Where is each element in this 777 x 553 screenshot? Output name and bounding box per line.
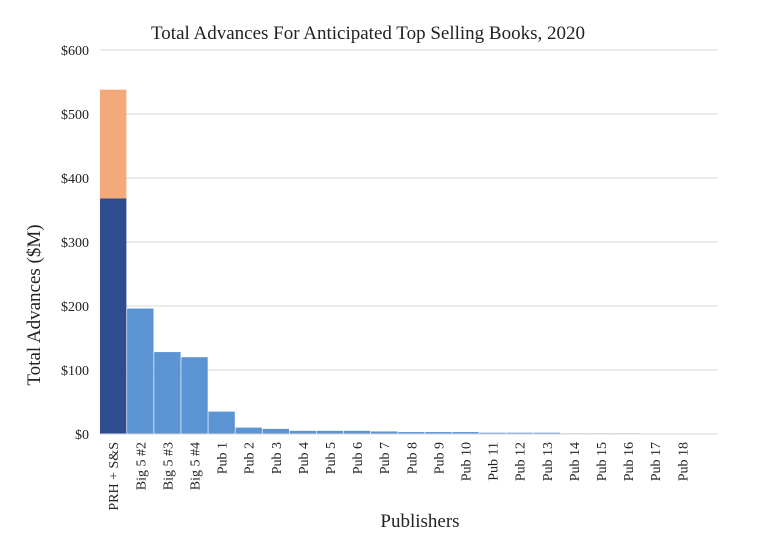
bar bbox=[479, 432, 506, 434]
x-tick-label: Pub 12 bbox=[514, 442, 529, 481]
x-tick-label: Pub 18 bbox=[676, 442, 691, 481]
x-tick-label: Big 5 #2 bbox=[134, 442, 149, 490]
y-tick-label: $0 bbox=[75, 428, 89, 443]
gridlines bbox=[100, 49, 718, 371]
x-tick-label: Pub 4 bbox=[297, 442, 312, 474]
bar bbox=[208, 411, 235, 434]
x-tick-label: Pub 14 bbox=[568, 442, 583, 481]
x-tick-label: Big 5 #4 bbox=[189, 442, 204, 490]
y-axis-label: Total Advances ($M) bbox=[24, 224, 45, 385]
x-tick-label: Pub 15 bbox=[595, 442, 610, 481]
bar bbox=[452, 432, 479, 434]
bar bbox=[154, 352, 181, 434]
bar bbox=[533, 432, 560, 434]
y-tick-label: $200 bbox=[61, 300, 89, 315]
bar bbox=[235, 427, 262, 434]
x-tick-label: Big 5 #3 bbox=[161, 442, 176, 490]
x-tick-label: Pub 10 bbox=[460, 442, 475, 481]
x-tick-label: Pub 6 bbox=[351, 442, 366, 474]
x-axis-label: Publishers bbox=[380, 511, 459, 532]
x-axis-ticks: PRH + S&S Big 5 #2 Big 5 #3 Big 5 #4 Pub 1 Pu… bbox=[107, 442, 691, 511]
x-tick-label: Pub 11 bbox=[487, 442, 502, 481]
x-tick-label: Pub 3 bbox=[270, 442, 285, 474]
bars bbox=[100, 89, 696, 435]
bar bbox=[127, 308, 154, 434]
x-tick-label: Pub 17 bbox=[649, 442, 664, 481]
x-tick-label: Pub 2 bbox=[243, 442, 258, 474]
bar bbox=[371, 431, 398, 434]
x-tick-label: PRH + S&S bbox=[107, 442, 122, 511]
x-tick-label: Pub 13 bbox=[541, 442, 556, 481]
bar bbox=[289, 430, 317, 434]
y-tick-label: $600 bbox=[61, 44, 89, 59]
x-tick-label: Pub 16 bbox=[622, 442, 637, 481]
x-tick-label: Pub 7 bbox=[378, 442, 393, 474]
x-tick-label: Pub 8 bbox=[405, 442, 420, 474]
x-tick-label: Pub 9 bbox=[432, 442, 447, 474]
y-tick-label: $100 bbox=[61, 364, 89, 379]
y-tick-label: $400 bbox=[61, 172, 89, 187]
y-tick-label: $500 bbox=[61, 108, 89, 123]
bar bbox=[398, 432, 425, 434]
bar bbox=[425, 432, 452, 434]
x-tick-label: Pub 1 bbox=[216, 442, 231, 474]
bar bbox=[100, 198, 127, 434]
bar bbox=[100, 89, 127, 199]
chart-title: Total Advances For Anticipated Top Selli… bbox=[151, 23, 585, 44]
x-tick-label: Pub 5 bbox=[324, 442, 339, 474]
bar bbox=[343, 430, 371, 434]
y-tick-label: $300 bbox=[61, 236, 89, 251]
y-axis-ticks: $0 $100 $200 $300 $400 $500 $600 bbox=[61, 44, 89, 443]
bar bbox=[262, 428, 289, 434]
bar bbox=[316, 430, 344, 434]
bar bbox=[181, 357, 208, 434]
bar bbox=[506, 432, 533, 434]
